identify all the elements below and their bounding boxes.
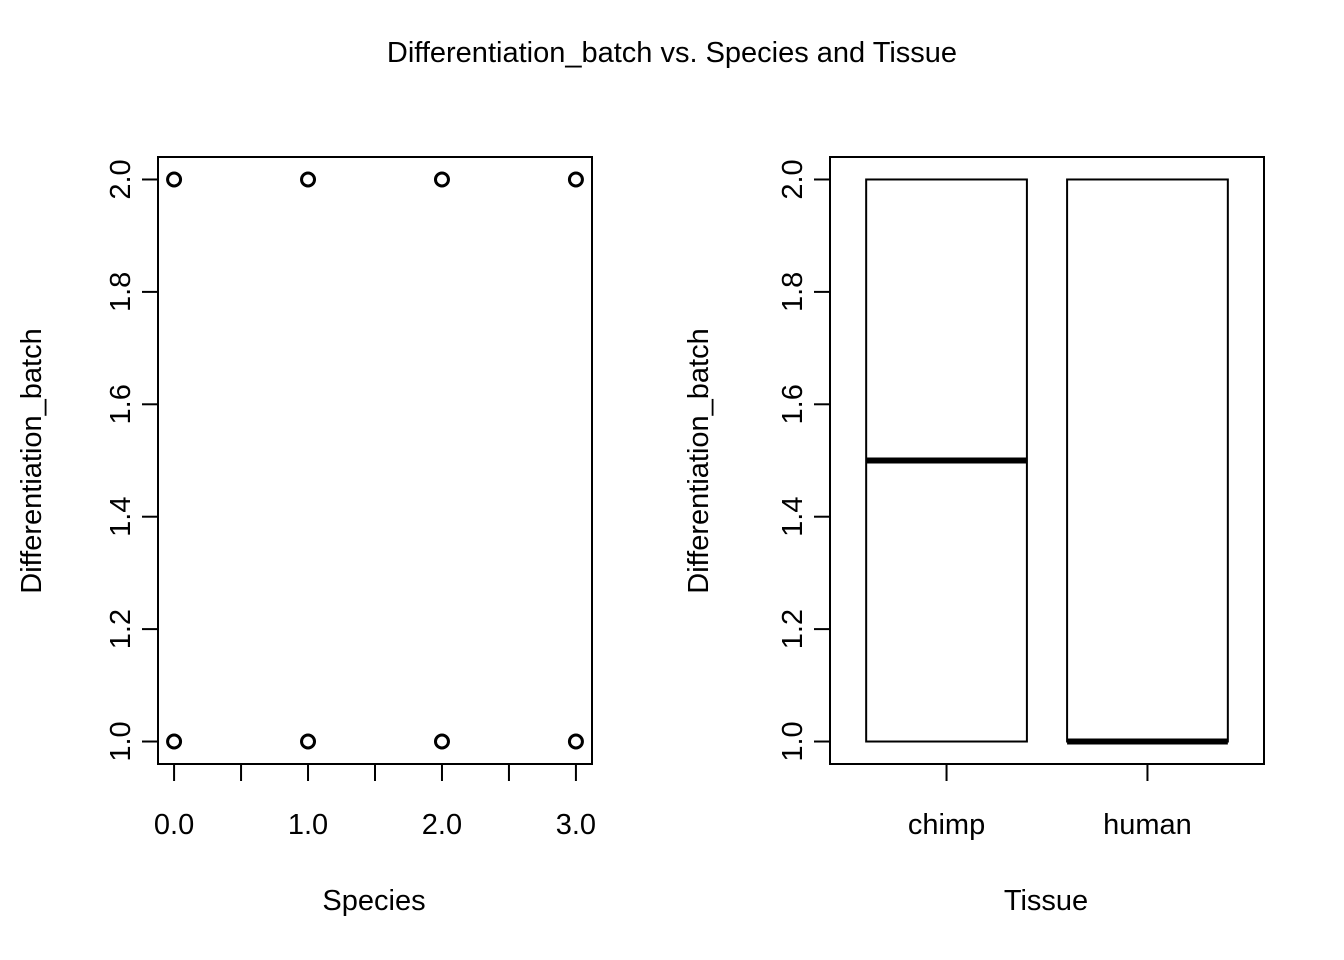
scatter-point: [166, 171, 183, 188]
scatter-x-tick-label: 3.0: [556, 809, 596, 841]
boxplot-boxes: [865, 178, 1229, 745]
box-human: [1066, 178, 1229, 743]
scatter-y-tick-label: 1.4: [105, 497, 137, 537]
scatter-x-axis-label: Species: [322, 885, 425, 917]
figure-title: Differentiation_batch vs. Species and Ti…: [387, 37, 957, 69]
scatter-y-tick-label: 1.6: [105, 384, 137, 424]
scatter-point: [300, 171, 317, 188]
boxplot-x-axis: chimp human: [908, 764, 1192, 841]
scatter-plot-frame: [157, 156, 593, 765]
scatter-x-tick-label: 1.0: [288, 809, 328, 841]
scatter-points: [166, 171, 584, 750]
boxplot-x-axis-label: Tissue: [1004, 885, 1088, 917]
boxplot-y-tick-label: 1.2: [777, 609, 809, 649]
boxplot-y-tick-label: 1.6: [777, 384, 809, 424]
scatter-panel: 0.0 1.0 2.0 3.0 1.01.21.41.61.82.0 Species …: [16, 156, 596, 917]
scatter-y-axis: 1.0 1.2 1.4 1.6 1.8 2.0: [105, 159, 159, 762]
scatter-x-tick-label: 0.0: [154, 809, 194, 841]
boxplot-x-tick-label-human: human: [1103, 809, 1192, 841]
boxplot-y-axis-label: Differentiation_batch: [683, 328, 715, 593]
boxplot-panel: chimp human 1.0 1.2 1.4 1.6 1.8 2.0 Tissue Dif…: [683, 156, 1265, 917]
boxplot-x-tick-label-chimp: chimp: [908, 809, 985, 841]
scatter-y-tick-label: 1.0: [105, 721, 137, 761]
scatter-y-tick-label: 1.2: [105, 609, 137, 649]
boxplot-y-tick-label: 2.0: [777, 159, 809, 199]
scatter-x-tick-label: 2.0: [422, 809, 462, 841]
boxplot-y-axis: 1.0 1.2 1.4 1.6 1.8 2.0: [777, 159, 831, 762]
scatter-point: [166, 733, 183, 750]
scatter-y-tick-label: 1.8: [105, 272, 137, 312]
scatter-point: [433, 171, 450, 188]
scatter-x-axis: 0.0 1.0 2.0 3.0: [154, 763, 596, 841]
scatter-point: [300, 733, 317, 750]
scatter-y-tick-label: 2.0: [105, 159, 137, 199]
scatter-y-axis-label: Differentiation_batch: [16, 328, 48, 593]
boxplot-y-tick-label: 1.4: [777, 497, 809, 537]
scatter-point: [433, 733, 450, 750]
scatter-point: [567, 733, 584, 750]
scatter-point: [567, 171, 584, 188]
boxplot-y-tick-label: 1.0: [777, 721, 809, 761]
boxplot-y-tick-label: 1.8: [777, 272, 809, 312]
